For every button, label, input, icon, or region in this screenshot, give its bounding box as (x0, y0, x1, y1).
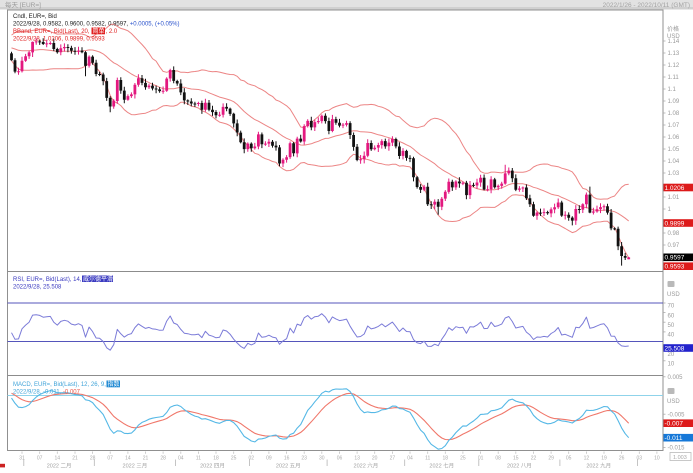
svg-text:1: 1 (668, 207, 672, 213)
svg-text:0.9899: 0.9899 (665, 220, 685, 227)
svg-text:1.13: 1.13 (668, 51, 680, 57)
svg-text:0.97: 0.97 (668, 243, 680, 249)
svg-text:25: 25 (460, 456, 466, 462)
svg-text:, 2.0: , 2.0 (106, 29, 118, 35)
svg-text:21: 21 (143, 456, 149, 462)
svg-text:07: 07 (37, 456, 43, 462)
svg-text:03: 03 (637, 456, 643, 462)
svg-text:USD: USD (667, 399, 680, 405)
svg-text:2022 四月: 2022 四月 (200, 463, 225, 470)
svg-text:0.005: 0.005 (668, 375, 684, 381)
svg-text:14: 14 (55, 456, 61, 462)
svg-text:14: 14 (125, 456, 131, 462)
svg-text:12: 12 (584, 456, 590, 462)
svg-text:22: 22 (531, 456, 537, 462)
svg-text:20: 20 (668, 352, 675, 358)
svg-text:01: 01 (478, 456, 484, 462)
svg-text:2022/1/26 - 2022/10/11 (GMT): 2022/1/26 - 2022/10/11 (GMT) (603, 2, 690, 9)
svg-text:0.9593: 0.9593 (665, 264, 685, 271)
svg-text:05: 05 (566, 456, 572, 462)
svg-text:70: 70 (668, 304, 675, 310)
svg-text:RSI, EUR=, Bid(Last), 14,: RSI, EUR=, Bid(Last), 14, (13, 277, 82, 283)
svg-text:-0.007: -0.007 (665, 421, 684, 428)
svg-text:威尔德平滑: 威尔德平滑 (83, 275, 113, 283)
svg-text:-0.005: -0.005 (668, 412, 686, 418)
svg-text:0.98: 0.98 (668, 231, 680, 237)
svg-text:2022/9/28, 25.508: 2022/9/28, 25.508 (13, 285, 62, 291)
svg-text:1.11: 1.11 (668, 75, 680, 81)
svg-text:1.09: 1.09 (668, 99, 680, 105)
svg-text:13: 13 (354, 456, 360, 462)
svg-text:15: 15 (513, 456, 519, 462)
svg-text:2022 九月: 2022 九月 (586, 462, 611, 470)
svg-text:-0.011: -0.011 (665, 435, 683, 442)
svg-text:1.03: 1.03 (668, 171, 680, 177)
svg-text:USD: USD (667, 34, 680, 40)
svg-text:26: 26 (619, 456, 625, 462)
svg-text:2022/9/28, 1.0206, 0.9899, 0.9: 2022/9/28, 1.0206, 0.9899, 0.9593 (13, 37, 105, 43)
svg-text:MACD, EUR=, Bid(Last), 12, 26,: MACD, EUR=, Bid(Last), 12, 26, 9, (13, 382, 106, 388)
svg-text:1.05: 1.05 (668, 147, 680, 153)
svg-text:1.07: 1.07 (668, 123, 680, 129)
svg-text:1.04: 1.04 (668, 159, 680, 165)
svg-text:每天 [EUR=]: 每天 [EUR=] (5, 0, 41, 9)
svg-text:2022/9/28, 0.9582, 0.9600, 0.9: 2022/9/28, 0.9582, 0.9600, 0.9582, 0.959… (13, 22, 179, 28)
svg-text:27: 27 (390, 456, 396, 462)
svg-text:2022 二月: 2022 二月 (47, 463, 72, 470)
svg-text:31: 31 (19, 456, 25, 462)
svg-text:50: 50 (668, 323, 675, 329)
svg-text:简单: 简单 (93, 27, 105, 35)
svg-text:25: 25 (231, 456, 237, 462)
svg-text:11: 11 (196, 456, 201, 462)
svg-text:28: 28 (90, 456, 96, 462)
svg-text:60: 60 (668, 313, 675, 319)
svg-text:2022 六月: 2022 六月 (354, 462, 379, 470)
svg-text:2022 八月: 2022 八月 (507, 463, 532, 470)
svg-text:29: 29 (548, 456, 554, 462)
svg-text:2022 五月: 2022 五月 (276, 463, 301, 470)
svg-text:2022/9/28, -0.011, -0.007: 2022/9/28, -0.011, -0.007 (13, 390, 81, 396)
svg-text:1.08: 1.08 (668, 111, 680, 117)
svg-text:18: 18 (213, 456, 219, 462)
svg-text:20: 20 (372, 456, 378, 462)
svg-text:2022 三月: 2022 三月 (123, 463, 148, 470)
svg-text:25.508: 25.508 (665, 345, 685, 352)
svg-text:BBand, EUR=, Bid(Last), 20,: BBand, EUR=, Bid(Last), 20, (13, 29, 90, 35)
svg-text:2022 七月: 2022 七月 (429, 462, 454, 470)
svg-text:28: 28 (160, 456, 166, 462)
svg-text:价格: 价格 (667, 25, 679, 33)
svg-text:10: 10 (668, 361, 675, 367)
svg-text:10: 10 (654, 456, 660, 462)
svg-text:07: 07 (107, 456, 113, 462)
svg-text:1.06: 1.06 (668, 135, 680, 141)
svg-text:1.0206: 1.0206 (665, 185, 685, 192)
svg-text:Cndl, EUR=, Bid: Cndl, EUR=, Bid (13, 14, 57, 20)
svg-text:06: 06 (337, 456, 343, 462)
svg-text:08: 08 (495, 456, 501, 462)
svg-text:0.9597: 0.9597 (665, 255, 685, 262)
svg-text:指数: 指数 (108, 380, 120, 388)
svg-text:USD: USD (667, 292, 680, 298)
svg-text:23: 23 (301, 456, 307, 462)
svg-text:04: 04 (178, 456, 184, 462)
svg-text:1.1: 1.1 (668, 87, 677, 93)
svg-text:40: 40 (668, 333, 675, 339)
svg-text:1.01: 1.01 (668, 195, 680, 201)
svg-text:1.12: 1.12 (668, 63, 680, 69)
svg-text:1.003: 1.003 (673, 455, 687, 461)
svg-text:21: 21 (72, 456, 78, 462)
svg-text:09: 09 (266, 456, 272, 462)
svg-text:02: 02 (249, 456, 255, 462)
svg-text:19: 19 (601, 456, 607, 462)
svg-text:16: 16 (284, 456, 290, 462)
svg-text:-0.015: -0.015 (668, 446, 686, 452)
svg-text:04: 04 (407, 456, 413, 462)
svg-text:11: 11 (425, 456, 430, 462)
svg-text:1.14: 1.14 (668, 39, 680, 45)
svg-text:18: 18 (443, 456, 449, 462)
svg-text:30: 30 (319, 456, 325, 462)
